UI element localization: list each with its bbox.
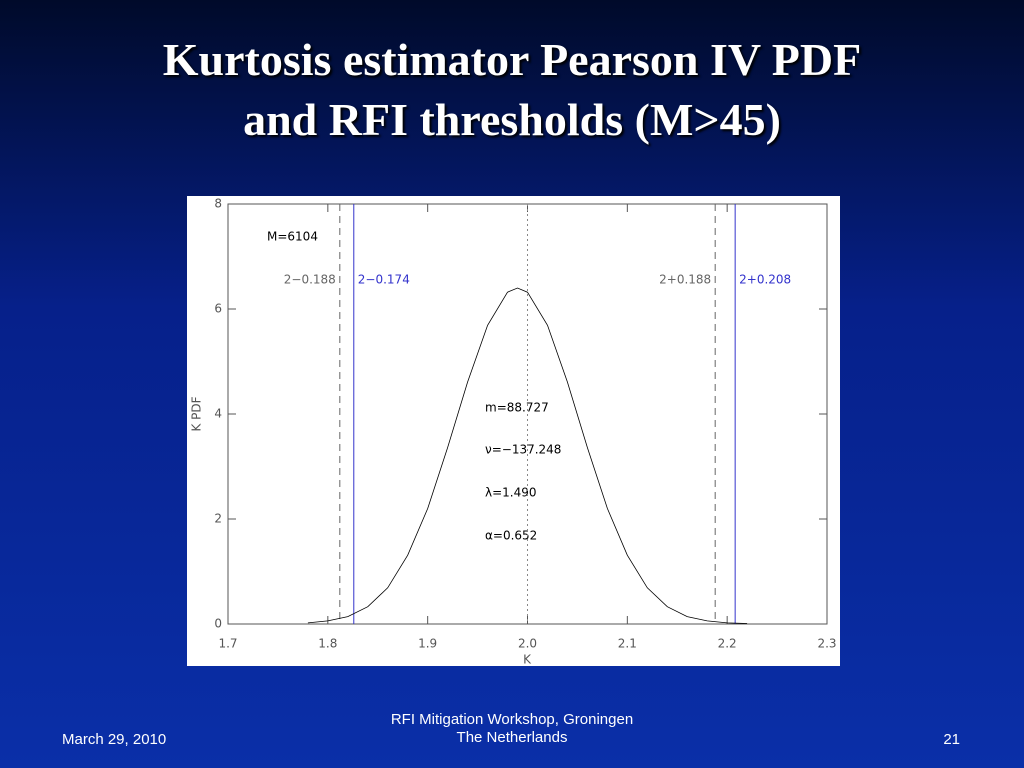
page-number: 21 xyxy=(943,731,960,748)
x-tick-label: 1.9 xyxy=(418,637,437,651)
x-tick-label: 2.3 xyxy=(817,637,836,651)
annotation: ν=−137.248 xyxy=(485,443,561,457)
x-tick-label: 2.2 xyxy=(718,637,737,651)
x-tick-label: 1.7 xyxy=(218,637,237,651)
chart-background xyxy=(187,196,840,666)
annotation: M=6104 xyxy=(267,230,318,244)
footer-center: RFI Mitigation Workshop, Groningen The N… xyxy=(352,711,672,747)
y-axis-label: K PDF xyxy=(190,396,204,431)
y-tick-label: 4 xyxy=(214,407,222,421)
threshold-label: 2−0.174 xyxy=(358,273,410,287)
y-tick-label: 6 xyxy=(214,302,222,316)
x-tick-label: 2.0 xyxy=(518,637,537,651)
x-axis-label: K xyxy=(523,653,532,667)
annotation: α=0.652 xyxy=(485,529,537,543)
slide-title: Kurtosis estimator Pearson IV PDF and RF… xyxy=(0,30,1024,150)
x-tick-label: 2.1 xyxy=(618,637,637,651)
y-tick-label: 8 xyxy=(214,197,222,211)
threshold-label: 2+0.188 xyxy=(659,273,711,287)
pdf-curve xyxy=(307,287,748,624)
threshold-label: 2+0.208 xyxy=(739,273,791,287)
threshold-label: 2−0.188 xyxy=(284,273,336,287)
chart: M=6104 m=88.727 ν=−137.248 λ=1.490 α=0.6… xyxy=(187,196,840,666)
footer-line: RFI Mitigation Workshop, Groningen xyxy=(390,711,634,728)
title-line: Kurtosis estimator Pearson IV PDF xyxy=(162,34,862,85)
footer-line: The Netherlands xyxy=(456,729,568,746)
title-line: and RFI thresholds (M>45) xyxy=(243,94,781,145)
y-tick-label: 2 xyxy=(214,512,222,526)
x-tick-label: 1.8 xyxy=(318,637,337,651)
y-tick-label: 0 xyxy=(214,617,222,631)
annotation: m=88.727 xyxy=(485,401,549,415)
footer-date: March 29, 2010 xyxy=(62,731,167,748)
annotation: λ=1.490 xyxy=(485,486,537,500)
